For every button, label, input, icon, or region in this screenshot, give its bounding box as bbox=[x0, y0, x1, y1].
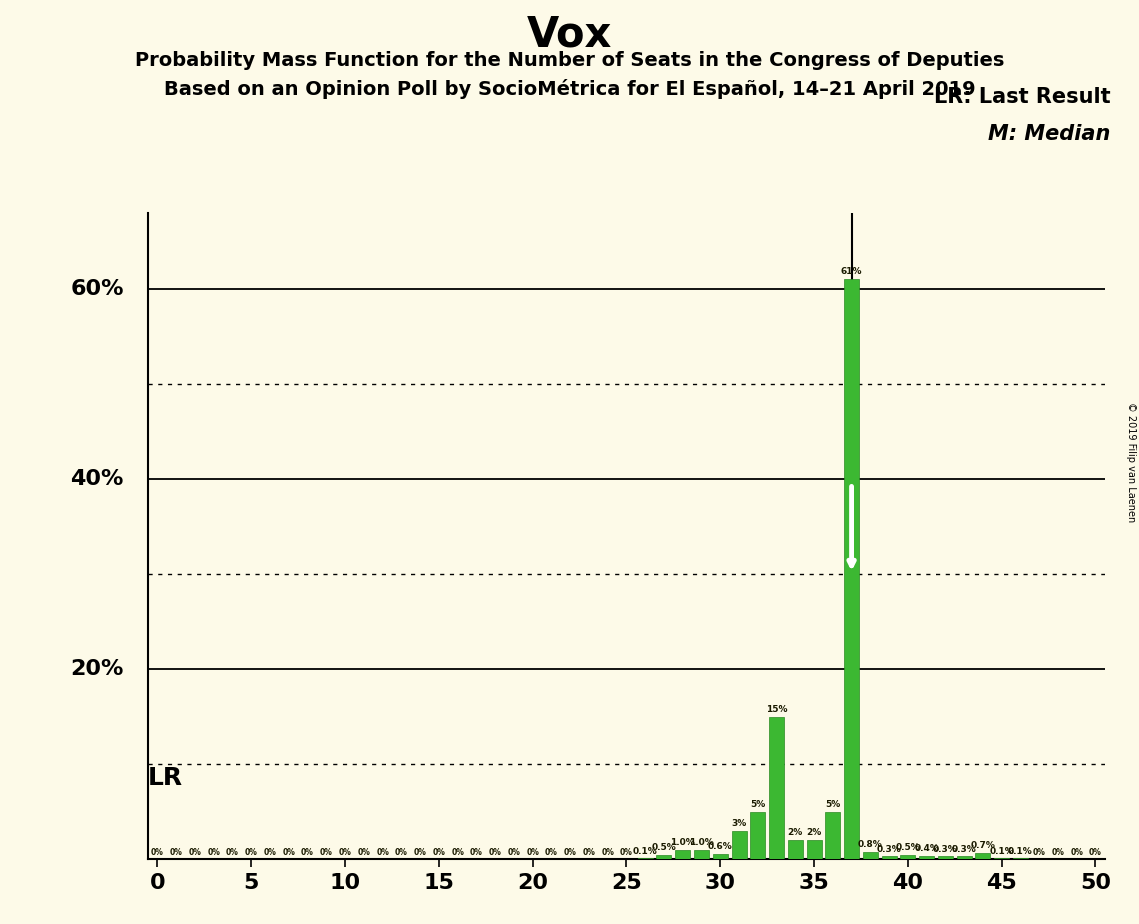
Text: 0%: 0% bbox=[320, 848, 333, 857]
Text: 0%: 0% bbox=[489, 848, 501, 857]
Text: 0%: 0% bbox=[226, 848, 239, 857]
Text: 0%: 0% bbox=[470, 848, 483, 857]
Text: Probability Mass Function for the Number of Seats in the Congress of Deputies: Probability Mass Function for the Number… bbox=[134, 51, 1005, 70]
Text: 0%: 0% bbox=[544, 848, 558, 857]
Text: 0.7%: 0.7% bbox=[970, 841, 995, 850]
Text: 0.3%: 0.3% bbox=[933, 845, 958, 854]
Text: 0%: 0% bbox=[620, 848, 633, 857]
Text: 0.1%: 0.1% bbox=[633, 846, 657, 856]
Text: 0%: 0% bbox=[1071, 848, 1083, 857]
Text: 0%: 0% bbox=[1089, 848, 1101, 857]
Bar bbox=[863, 852, 878, 859]
Text: 0%: 0% bbox=[413, 848, 426, 857]
Text: 0%: 0% bbox=[282, 848, 295, 857]
Text: 0%: 0% bbox=[338, 848, 352, 857]
Text: 0.3%: 0.3% bbox=[952, 845, 976, 854]
Bar bbox=[769, 717, 784, 859]
Text: 0.5%: 0.5% bbox=[652, 843, 677, 852]
Bar bbox=[806, 840, 821, 859]
Text: 2%: 2% bbox=[788, 829, 803, 837]
Bar bbox=[975, 853, 991, 859]
Text: 0%: 0% bbox=[245, 848, 257, 857]
Text: 0%: 0% bbox=[263, 848, 277, 857]
Text: 3%: 3% bbox=[731, 819, 747, 828]
Text: 0.1%: 0.1% bbox=[990, 846, 1014, 856]
Bar bbox=[638, 858, 653, 859]
Bar bbox=[994, 858, 1009, 859]
Text: 2%: 2% bbox=[806, 829, 821, 837]
Text: 0%: 0% bbox=[376, 848, 390, 857]
Text: 0%: 0% bbox=[582, 848, 596, 857]
Text: 0.5%: 0.5% bbox=[895, 843, 920, 852]
Text: 0%: 0% bbox=[451, 848, 464, 857]
Bar bbox=[713, 854, 728, 859]
Text: LR: LR bbox=[148, 767, 183, 790]
Text: 0%: 0% bbox=[301, 848, 314, 857]
Bar bbox=[919, 856, 934, 859]
Text: 0%: 0% bbox=[508, 848, 521, 857]
Text: 5%: 5% bbox=[751, 800, 765, 808]
Text: M: Median: M: Median bbox=[989, 124, 1111, 144]
Text: LR: Last Result: LR: Last Result bbox=[934, 87, 1111, 107]
Text: 15%: 15% bbox=[765, 705, 787, 713]
Text: 0%: 0% bbox=[151, 848, 164, 857]
Text: Vox: Vox bbox=[527, 14, 612, 55]
Text: 0%: 0% bbox=[207, 848, 220, 857]
Text: 0%: 0% bbox=[564, 848, 576, 857]
Text: 0%: 0% bbox=[433, 848, 445, 857]
Text: 0%: 0% bbox=[170, 848, 182, 857]
Bar bbox=[751, 812, 765, 859]
Bar bbox=[826, 812, 841, 859]
Text: 61%: 61% bbox=[841, 267, 862, 276]
Bar bbox=[694, 850, 708, 859]
Bar bbox=[844, 279, 859, 859]
Text: 0%: 0% bbox=[395, 848, 408, 857]
Bar bbox=[957, 857, 972, 859]
Text: Based on an Opinion Poll by SocioMétrica for El Español, 14–21 April 2019: Based on an Opinion Poll by SocioMétrica… bbox=[164, 79, 975, 99]
Text: 5%: 5% bbox=[825, 800, 841, 808]
Text: 20%: 20% bbox=[71, 659, 124, 679]
Bar bbox=[1013, 858, 1027, 859]
Text: 1.0%: 1.0% bbox=[689, 838, 714, 847]
Text: 40%: 40% bbox=[71, 468, 124, 489]
Text: 0%: 0% bbox=[1051, 848, 1064, 857]
Text: 0%: 0% bbox=[189, 848, 202, 857]
Text: 0%: 0% bbox=[526, 848, 539, 857]
Text: 0.4%: 0.4% bbox=[915, 844, 939, 853]
Bar bbox=[937, 857, 953, 859]
Bar bbox=[675, 850, 690, 859]
Text: 1.0%: 1.0% bbox=[671, 838, 695, 847]
Text: 0.3%: 0.3% bbox=[877, 845, 901, 854]
Text: 60%: 60% bbox=[71, 279, 124, 298]
Text: © 2019 Filip van Laenen: © 2019 Filip van Laenen bbox=[1125, 402, 1136, 522]
Bar bbox=[731, 831, 746, 859]
Bar bbox=[882, 857, 896, 859]
Text: 0.1%: 0.1% bbox=[1008, 846, 1033, 856]
Text: 0.6%: 0.6% bbox=[707, 842, 732, 851]
Text: 0%: 0% bbox=[601, 848, 614, 857]
Text: 0%: 0% bbox=[358, 848, 370, 857]
Bar bbox=[788, 840, 803, 859]
Bar bbox=[900, 855, 916, 859]
Text: 0.8%: 0.8% bbox=[858, 840, 883, 849]
Text: 0%: 0% bbox=[1033, 848, 1046, 857]
Bar bbox=[656, 855, 672, 859]
